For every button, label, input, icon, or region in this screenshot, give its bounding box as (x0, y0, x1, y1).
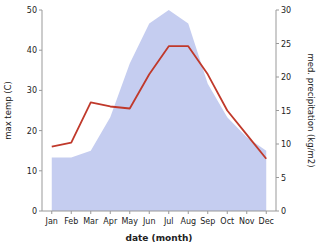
x-tick-label: Jul (163, 217, 174, 226)
y-tick-label: 10 (27, 167, 37, 176)
y-tick-label: 0 (32, 207, 37, 216)
x-tick (51, 211, 52, 214)
x-tick-label: Jan (45, 217, 58, 226)
y-tick-label: 40 (27, 46, 37, 55)
x-tick-label: Aug (180, 217, 196, 226)
plot-area (52, 10, 267, 211)
y2-tick-label: 0 (281, 207, 286, 216)
y2-tick (276, 10, 279, 11)
y-tick (39, 10, 42, 11)
x-tick-label: Feb (64, 217, 78, 226)
y2-axis-label: med. precipitation (kg/m2) (306, 53, 316, 167)
x-tick-label: Nov (239, 217, 255, 226)
x-tick (71, 211, 72, 214)
y2-tick-label: 15 (281, 107, 291, 116)
x-tick-label: Jun (142, 217, 156, 226)
x-tick-label: Apr (103, 217, 118, 226)
y2-tick (276, 77, 279, 78)
x-tick-label: May (121, 217, 138, 226)
y2-tick-label: 5 (281, 174, 286, 183)
y-tick (39, 211, 42, 212)
y-tick (39, 90, 42, 91)
y-tick-label: 50 (27, 6, 37, 15)
y2-tick-label: 25 (281, 40, 291, 49)
x-tick-label: Sep (200, 217, 215, 226)
chart-container: Jan Feb Mar AprMay Jun Jul Aug Sep Oct Nov Dec 0 10 2… (0, 0, 318, 247)
x-tick (168, 211, 169, 214)
x-axis-line (42, 211, 276, 212)
y-tick (39, 130, 42, 131)
x-tick-label: Oct (220, 217, 234, 226)
temperature-line (52, 46, 267, 159)
x-tick (90, 211, 91, 214)
x-tick-label: Dec (259, 217, 274, 226)
y2-tick-label: 30 (281, 6, 291, 15)
y-tick-label: 20 (27, 127, 37, 136)
x-tick (129, 211, 130, 214)
y-tick (39, 170, 42, 171)
y-axis-label: max temp (C) (3, 81, 13, 140)
precipitation-area (52, 10, 267, 211)
y2-tick (276, 211, 279, 212)
y2-tick (276, 43, 279, 44)
x-tick (207, 211, 208, 214)
x-tick-label: Mar (83, 217, 99, 226)
y2-tick (276, 110, 279, 111)
x-axis-label: date (month) (126, 233, 193, 243)
x-tick (246, 211, 247, 214)
x-tick (149, 211, 150, 214)
y2-tick-label: 20 (281, 73, 291, 82)
y-tick (39, 50, 42, 51)
x-tick (227, 211, 228, 214)
y-axis-line (42, 10, 43, 211)
chart: Jan Feb Mar AprMay Jun Jul Aug Sep Oct Nov Dec 0 10 2… (0, 0, 318, 247)
x-tick (110, 211, 111, 214)
y2-tick (276, 177, 279, 178)
x-tick (188, 211, 189, 214)
y2-tick-label: 10 (281, 140, 291, 149)
y2-tick (276, 144, 279, 145)
x-tick (266, 211, 267, 214)
y-tick-label: 30 (27, 86, 37, 95)
